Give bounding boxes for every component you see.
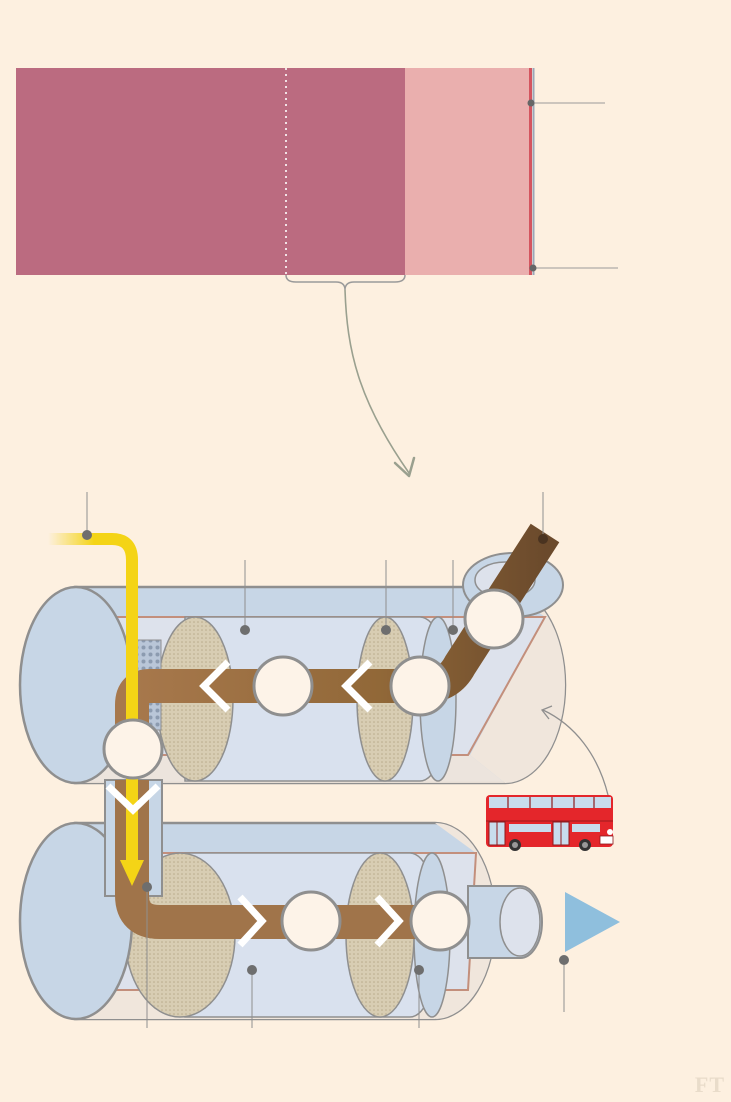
- bar-segment-secondary: [405, 68, 530, 275]
- chevron-left-icon: [199, 659, 231, 713]
- callout-dot: [247, 965, 257, 975]
- stage-marker: [102, 718, 164, 780]
- stage-marker: [252, 655, 314, 717]
- stage-marker: [409, 890, 471, 952]
- bar-edge-sliver: [529, 68, 532, 275]
- callout-dot: [381, 625, 391, 635]
- callout-dot: [538, 534, 548, 544]
- chevron-down-icon: [105, 783, 161, 815]
- ft-logo: FT: [694, 1072, 725, 1097]
- urea-arrowhead: [120, 860, 144, 886]
- proportion-bar: [16, 68, 618, 291]
- callout-dot: [142, 882, 152, 892]
- callout-dots: [82, 530, 569, 975]
- outlet-arrow-icon: [565, 892, 620, 952]
- callout-dot: [240, 625, 250, 635]
- stage-marker: [389, 655, 451, 717]
- stage-markers: [102, 588, 525, 952]
- urea-injection-flow: [48, 533, 138, 865]
- bar-bracket: [285, 274, 406, 291]
- bar-leader-bottom-dot: [529, 264, 537, 272]
- callout-dot: [82, 530, 92, 540]
- stage-marker: [280, 890, 342, 952]
- stage-marker: [463, 588, 525, 650]
- callout-dot: [414, 965, 424, 975]
- bus-pointer-arrow: [540, 705, 609, 796]
- callout-dot: [448, 625, 458, 635]
- bus-icon: [486, 795, 614, 851]
- chevron-left-icon: [341, 659, 373, 713]
- bar-leader-top-dot: [527, 99, 535, 107]
- callout-leaders: [86, 492, 565, 1028]
- chevron-right-icon: [374, 894, 404, 948]
- callout-dot: [559, 955, 569, 965]
- connector-arrow: [344, 289, 416, 478]
- bar-segment-primary: [16, 68, 405, 275]
- chevron-right-icon: [237, 894, 267, 948]
